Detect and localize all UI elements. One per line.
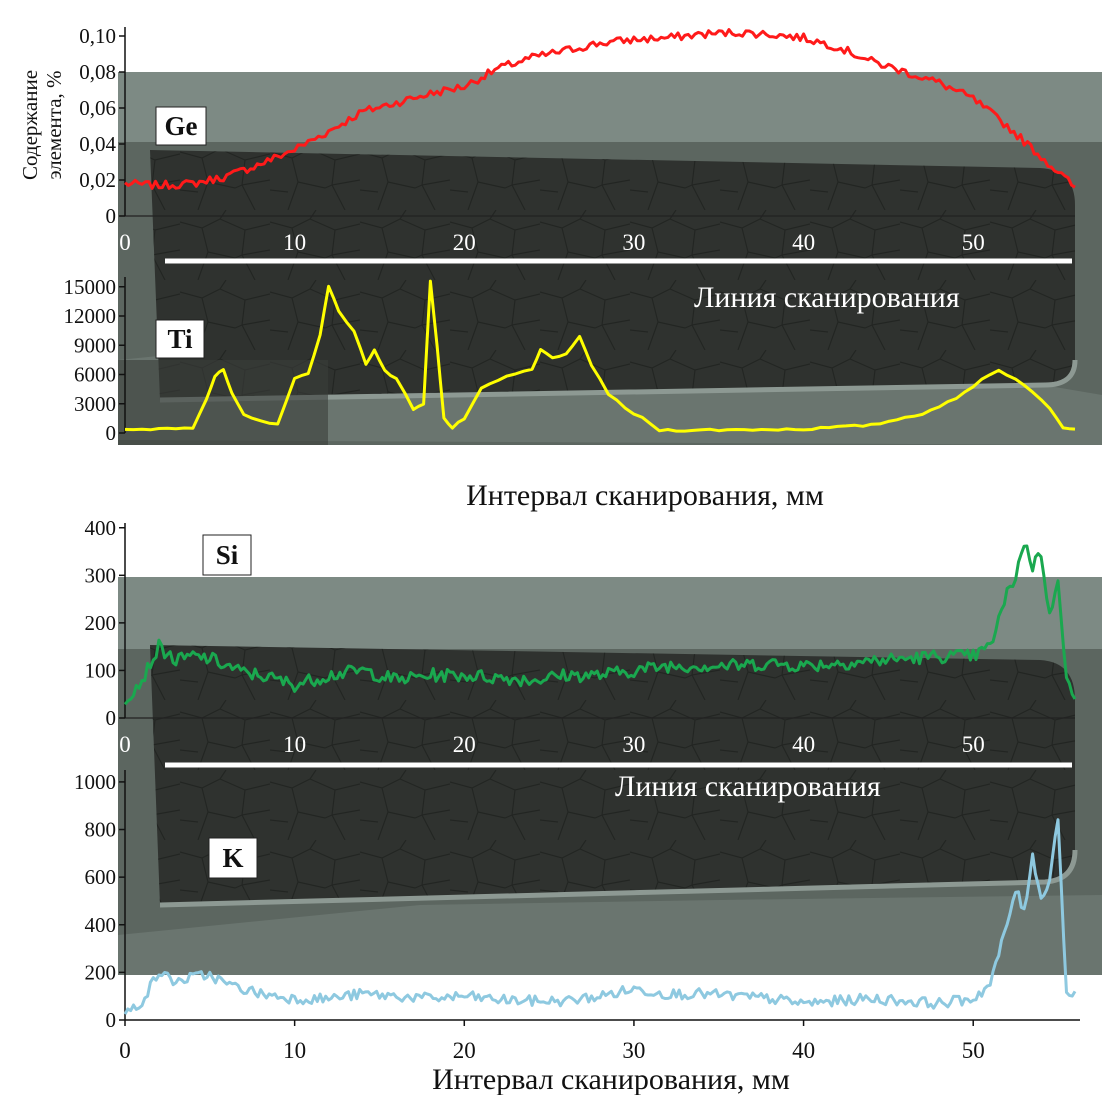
k-x-tick-label: 20: [453, 1038, 476, 1063]
si-x-tick-label: 50: [962, 732, 985, 757]
sample-photo-bottom: [118, 577, 1102, 975]
ti-label: Ti: [167, 324, 193, 354]
k-x-tick-label: 40: [792, 1038, 815, 1063]
scan-line-label-top: Линия сканирования: [694, 281, 960, 314]
k-x-tick-label: 0: [119, 1038, 131, 1063]
ge-y-axis-title: Содержание элемента, %: [18, 70, 66, 180]
ge-label-box: Ge: [155, 106, 207, 146]
scan-line-label-bottom: Линия сканирования: [615, 770, 881, 803]
si-series-line: [123, 544, 1077, 706]
k-x-tick-label: 30: [622, 1038, 645, 1063]
si-y-tick-label: 300: [85, 563, 117, 587]
ge-x-tick-label: 0: [119, 230, 131, 255]
k-x-tick-label: 50: [962, 1038, 985, 1063]
si-x-tick-label: 30: [622, 732, 645, 757]
series-layer: [123, 28, 1077, 1015]
ti-x-tick-label: 30: [622, 446, 645, 471]
ge-x-tick-label: 20: [453, 230, 476, 255]
ge-x-tick-label: 10: [283, 230, 306, 255]
ti-y-tick-label: 6000: [74, 363, 116, 387]
si-y-tick-label: 0: [106, 706, 117, 730]
ti-label-box: Ti: [155, 319, 205, 359]
ti-y-tick-label: 12000: [64, 304, 117, 328]
ti-y-tick-label: 0: [106, 421, 117, 445]
si-y-tick-label: 400: [85, 516, 117, 540]
axes-layer: 00,020,040,060,080,100 10 20 30 40 5003000600…: [64, 24, 1080, 1063]
ge-x-tick-label: 30: [622, 230, 645, 255]
ti-series-line: [124, 279, 1076, 433]
ge-y-axis-title-line-1: Содержание: [18, 70, 42, 180]
ge-y-tick-label: 0: [106, 204, 117, 228]
k-x-tick-label: 10: [283, 1038, 306, 1063]
si-x-tick-label: 40: [792, 732, 815, 757]
si-y-tick-label: 200: [85, 611, 117, 635]
ge-x-tick-label: 50: [962, 230, 985, 255]
ge-y-tick-label: 0,04: [79, 132, 116, 156]
ti-x-tick-label: 0: [119, 446, 131, 471]
k-series-line: [123, 818, 1077, 1015]
k-y-tick-label: 400: [85, 913, 117, 937]
ge-y-tick-label: 0,02: [79, 168, 116, 192]
ti-x-axis-title: Интервал сканирования, мм: [466, 479, 824, 512]
ti-x-tick-label: 50: [962, 446, 985, 471]
ti-x-tick-label: 10: [283, 446, 306, 471]
k-x-axis-title: Интервал сканирования, мм: [432, 1063, 790, 1095]
si-label-box: Si: [202, 534, 252, 576]
si-x-tick-label: 10: [283, 732, 306, 757]
ge-series-line: [124, 28, 1076, 190]
k-y-tick-label: 1000: [74, 770, 116, 794]
ge-y-tick-label: 0,06: [79, 96, 116, 120]
sample-photo-top: [118, 72, 1102, 445]
ti-y-tick-label: 3000: [74, 392, 116, 416]
ge-y-tick-label: 0,10: [79, 24, 116, 48]
k-y-tick-label: 0: [106, 1008, 117, 1032]
si-label: Si: [216, 540, 239, 570]
si-x-tick-label: 0: [119, 732, 131, 757]
k-label: K: [222, 843, 243, 873]
k-label-box: K: [208, 837, 258, 879]
ti-y-tick-label: 15000: [64, 275, 117, 299]
ti-x-tick-label: 20: [453, 446, 476, 471]
ti-y-tick-label: 9000: [74, 333, 116, 357]
k-y-tick-label: 800: [85, 818, 117, 842]
si-x-tick-label: 20: [453, 732, 476, 757]
ti-x-tick-label: 40: [792, 446, 815, 471]
ge-label: Ge: [165, 111, 198, 141]
ge-y-tick-label: 0,08: [79, 60, 116, 84]
k-y-tick-label: 200: [85, 960, 117, 984]
ge-x-tick-label: 40: [792, 230, 815, 255]
ge-y-axis-title-line-2: элемента, %: [42, 70, 66, 179]
k-y-tick-label: 600: [85, 865, 117, 889]
si-y-tick-label: 100: [85, 658, 117, 682]
